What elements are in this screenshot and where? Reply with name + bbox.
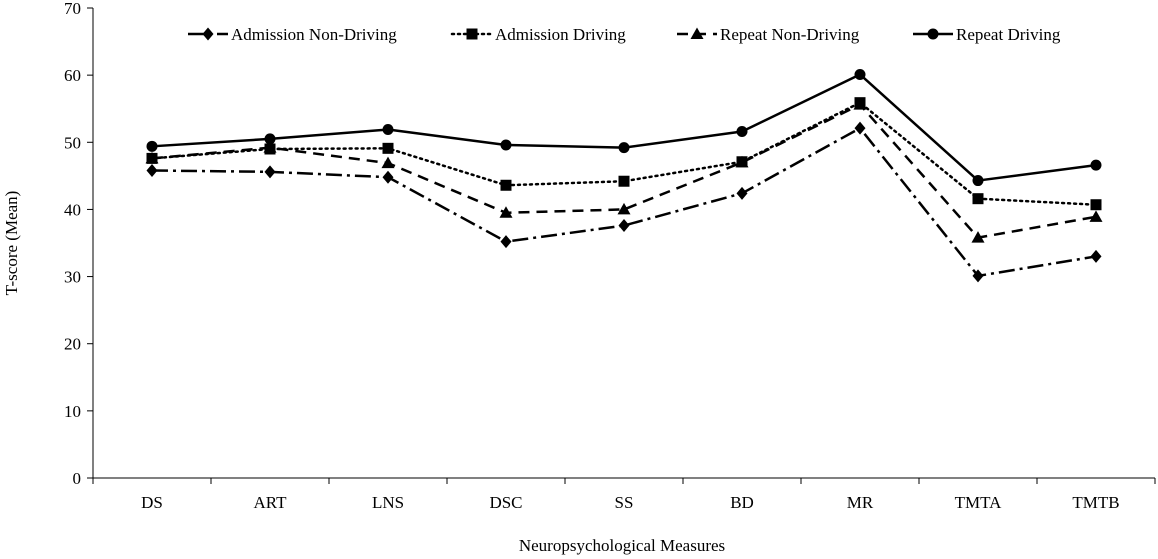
legend-label: Repeat Driving <box>956 25 1061 44</box>
data-point <box>264 133 276 145</box>
x-tick-label: TMTB <box>1072 493 1119 512</box>
legend-label: Admission Non-Driving <box>231 25 397 44</box>
legend: Admission Non-Driving Admission Driving Re… <box>188 25 1061 44</box>
data-point <box>145 151 159 164</box>
legend-marker <box>466 28 478 40</box>
data-point <box>853 98 867 110</box>
data-point <box>500 139 512 151</box>
series-line <box>151 103 1097 239</box>
data-point <box>735 155 749 168</box>
y-tick-label: 40 <box>64 200 81 219</box>
data-point <box>972 175 984 187</box>
x-tick-label: ART <box>254 493 288 512</box>
data-point <box>972 193 984 205</box>
y-tick-label: 60 <box>64 66 81 85</box>
y-tick-label: 20 <box>64 335 81 354</box>
x-tick-label: SS <box>615 493 634 512</box>
x-tick-label: LNS <box>372 493 404 512</box>
legend-label: Repeat Non-Driving <box>720 25 860 44</box>
legend-item: Repeat Driving <box>913 25 1061 44</box>
axes: 0 10 20 30 40 50 60 70 DS ART LNS DSC SS BD MR TMTA TMTB <box>64 0 1156 512</box>
legend-item: Admission Driving <box>450 25 626 44</box>
data-point <box>1090 159 1102 171</box>
series-line <box>150 101 1098 206</box>
data-point <box>499 206 513 218</box>
x-tick-label: MR <box>847 493 874 512</box>
data-point <box>264 165 276 179</box>
series-layer <box>145 68 1103 283</box>
data-point <box>736 186 748 200</box>
data-point <box>146 163 158 177</box>
y-tick-label: 70 <box>64 0 81 18</box>
y-axis-title: T-score (Mean) <box>2 191 21 296</box>
legend-item: Repeat Non-Driving <box>677 25 860 44</box>
data-point <box>971 231 985 243</box>
data-point <box>382 170 394 184</box>
y-tick-label: 10 <box>64 402 81 421</box>
data-point <box>617 202 631 215</box>
series-admission-driving <box>146 97 1102 211</box>
series-line <box>151 73 1097 182</box>
series-repeat-driving <box>146 68 1102 187</box>
x-axis-title: Neuropsychological Measures <box>519 536 725 555</box>
data-point <box>854 121 866 135</box>
x-tick-label: DSC <box>489 493 522 512</box>
data-point <box>500 235 512 249</box>
y-tick-label: 50 <box>64 133 81 152</box>
legend-label: Admission Driving <box>495 25 626 44</box>
data-point <box>972 269 984 283</box>
y-tick-label: 0 <box>73 469 82 488</box>
data-point <box>618 219 630 233</box>
x-tick-label: BD <box>730 493 754 512</box>
legend-marker <box>927 28 939 40</box>
data-point <box>381 156 395 169</box>
data-point <box>263 141 277 153</box>
legend-item: Admission Non-Driving <box>188 25 397 44</box>
x-tick-label: TMTA <box>955 493 1003 512</box>
series-admission-non-driving <box>146 121 1102 283</box>
data-point <box>146 140 158 152</box>
data-point <box>1089 210 1103 222</box>
x-tick-label: DS <box>141 493 163 512</box>
data-point <box>382 142 394 154</box>
legend-marker <box>202 27 214 41</box>
data-point <box>618 142 630 154</box>
y-tick-label: 30 <box>64 268 81 287</box>
data-point <box>382 124 394 136</box>
legend-marker <box>690 27 704 39</box>
series-line <box>151 126 1097 278</box>
data-point <box>1090 199 1102 211</box>
data-point <box>500 179 512 191</box>
data-point <box>854 68 866 80</box>
series-repeat-non-driving <box>145 98 1103 243</box>
data-point <box>736 126 748 138</box>
data-point <box>1090 249 1102 263</box>
data-point <box>618 175 630 187</box>
